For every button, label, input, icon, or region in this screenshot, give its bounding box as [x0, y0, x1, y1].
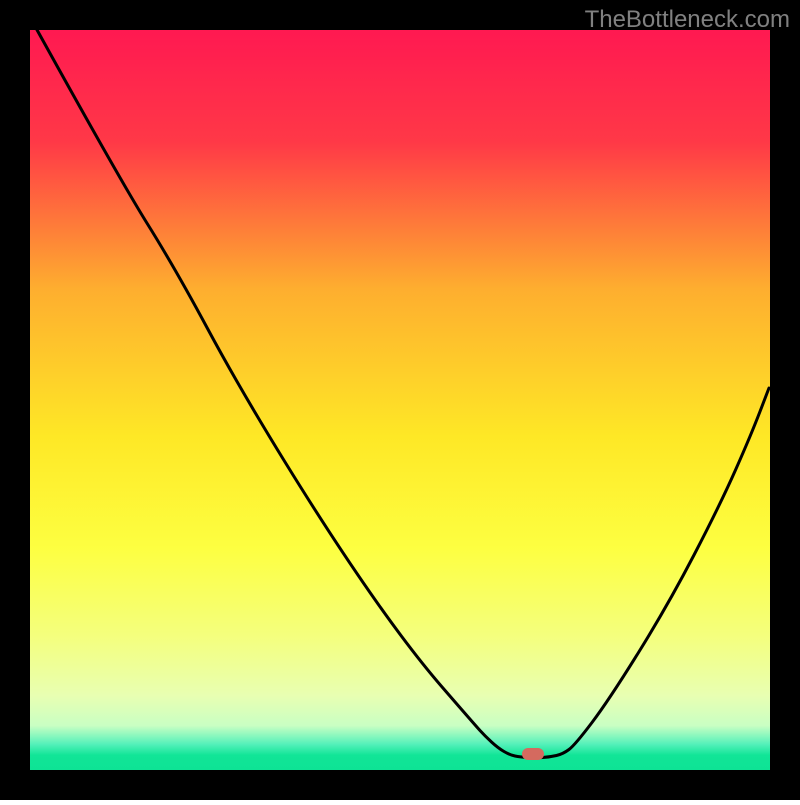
optimal-marker	[522, 748, 544, 760]
chart-svg	[0, 0, 800, 800]
bottleneck-chart	[0, 0, 800, 800]
watermark-text: TheBottleneck.com	[585, 6, 790, 34]
plot-area	[30, 30, 770, 770]
